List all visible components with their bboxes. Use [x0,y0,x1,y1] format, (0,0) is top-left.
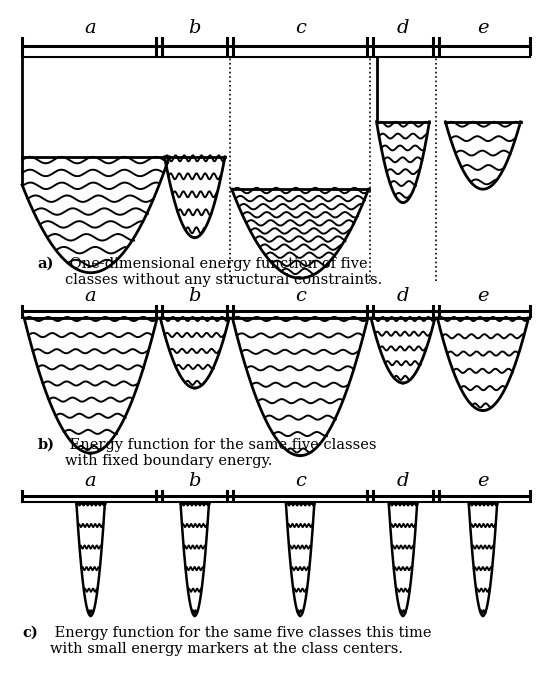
Text: d: d [397,19,409,37]
Text: d: d [397,472,409,490]
Text: a: a [85,19,97,37]
Text: c: c [295,287,306,305]
Text: b: b [188,19,201,37]
Text: a): a) [38,257,54,271]
Text: c: c [295,19,306,37]
Text: e: e [477,287,489,305]
Text: b): b) [38,438,54,452]
Text: c: c [295,472,306,490]
Text: e: e [477,472,489,490]
Text: e: e [477,19,489,37]
Text: One-dimensional energy function of five
classes without any structural constrain: One-dimensional energy function of five … [65,257,383,287]
Text: a: a [85,287,97,305]
Text: b: b [188,472,201,490]
Text: d: d [397,287,409,305]
Text: b: b [188,287,201,305]
Text: Energy function for the same five classes
with fixed boundary energy.: Energy function for the same five classe… [65,438,377,468]
Text: c): c) [22,626,38,640]
Text: a: a [85,472,97,490]
Text: Energy function for the same five classes this time
with small energy markers at: Energy function for the same five classe… [50,626,432,656]
